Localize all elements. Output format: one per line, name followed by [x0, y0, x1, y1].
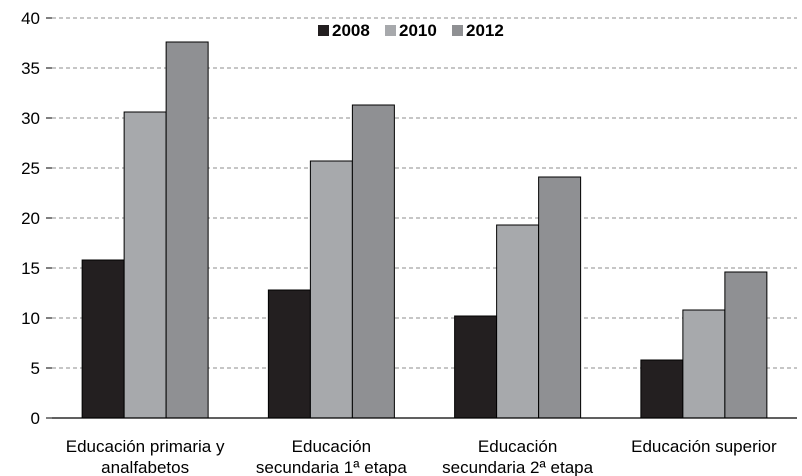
category-label: Educación secundaria 1ª etapa [256, 437, 407, 476]
legend-swatch-2012 [452, 25, 463, 36]
bar-2012-0 [165, 41, 209, 419]
y-tick-label: 10 [21, 309, 40, 328]
legend-label-2012: 2012 [466, 21, 504, 40]
category-label: Educación superior [631, 437, 777, 456]
y-tick-label: 15 [21, 259, 40, 278]
legend-label-2010: 2010 [399, 21, 437, 40]
x-axis-categories: Educación primaria y analfabetos Educación… [66, 437, 777, 476]
bar-2008-1 [267, 289, 311, 419]
bar-2012-3 [724, 271, 768, 419]
bar-2010-1 [309, 160, 353, 419]
bars [81, 41, 768, 419]
y-tick-label: 30 [21, 109, 40, 128]
category-label: Educación secundaria 2ª etapa [442, 437, 593, 476]
bar-2012-1 [351, 104, 395, 419]
y-tick-label: 40 [21, 9, 40, 28]
y-tick-label: 0 [31, 409, 40, 428]
bar-2008-2 [454, 315, 498, 419]
bar-2010-3 [682, 309, 726, 419]
bar-2012-2 [538, 176, 582, 419]
bar-2008-3 [640, 359, 684, 419]
y-axis-ticks: 0 5 10 15 20 25 30 35 40 [21, 9, 52, 428]
legend-swatch-2010 [385, 25, 396, 36]
bar-2010-0 [123, 111, 167, 419]
y-tick-label: 25 [21, 159, 40, 178]
y-tick-label: 5 [31, 359, 40, 378]
y-tick-label: 35 [21, 59, 40, 78]
legend-swatch-2008 [318, 25, 329, 36]
category-label: Educación primaria y analfabetos [66, 437, 225, 476]
y-tick-label: 20 [21, 209, 40, 228]
bar-2010-2 [496, 224, 540, 419]
legend: 2008 2010 2012 [318, 21, 504, 40]
legend-label-2008: 2008 [332, 21, 370, 40]
bar-2008-0 [81, 259, 125, 419]
gridlines [52, 17, 797, 369]
